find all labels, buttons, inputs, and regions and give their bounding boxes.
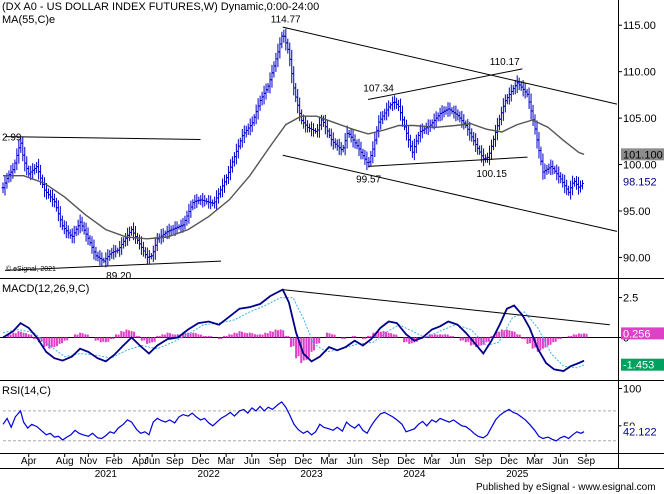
time-tick-label: Apr: [132, 456, 148, 467]
time-tick-label: Dec: [294, 456, 312, 467]
price-tick-label: 100.00: [623, 160, 657, 172]
rsi-value-label: 42.122: [623, 427, 657, 439]
rsi-legend: RSI(14,C): [2, 385, 51, 397]
time-tick-label: Jun: [144, 456, 160, 467]
signal-line: [2, 297, 585, 369]
price-annotation: 107.34: [363, 83, 394, 94]
macd-line: [2, 288, 585, 372]
trendline-2020-high-line: [5, 136, 201, 140]
time-tick-label: Mar: [320, 456, 338, 467]
time-tick-label: Feb: [105, 456, 123, 467]
ma-line: [3, 115, 585, 240]
time-tick-label: Nov: [79, 456, 97, 467]
histogram-value-label: 0.256: [623, 328, 651, 340]
time-tick-label: Sep: [269, 456, 287, 467]
ma-legend: MA(55,C)e: [2, 14, 56, 26]
copyright-notice: © eSignal, 2021: [6, 266, 56, 273]
time-tick-label: Jun: [450, 456, 466, 467]
time-tick-label: Sep: [474, 456, 492, 467]
rsi-tick-label: 100: [623, 383, 641, 395]
time-tick-label: Jun: [552, 456, 568, 467]
price-tick-label: 105.00: [623, 113, 657, 125]
macd-trendline: [282, 289, 610, 326]
price-tick-label: 115.00: [623, 20, 656, 32]
macd-value-label: -1.453: [623, 360, 654, 372]
time-tick-label: Dec: [500, 456, 518, 467]
trendline-2021-low-line: [5, 260, 222, 271]
price-annotation: 100.15: [476, 169, 507, 180]
year-label: 2022: [198, 469, 221, 480]
time-tick-label: Aug: [56, 456, 74, 467]
chart-title: (DX A0 - US DOLLAR INDEX FUTURES,W) Dyna…: [2, 1, 320, 13]
ma-value-label: 101.100: [623, 149, 663, 161]
macd-tick-label: 2.5: [623, 293, 638, 305]
rsi-value-label-bg: [621, 425, 664, 438]
time-tick-label: Mar: [526, 456, 544, 467]
time-tick-label: Jun: [347, 456, 363, 467]
time-tick-label: Dec: [397, 456, 415, 467]
price-tick-label: 110.00: [623, 67, 656, 79]
time-tick-label: Dec: [192, 456, 210, 467]
time-tick-label: Sep: [166, 456, 184, 467]
price-annotation: 2.99: [2, 133, 22, 144]
last-price-label-bg: [621, 175, 664, 188]
year-label: 2025: [506, 469, 529, 480]
time-tick-label: Mar: [218, 456, 236, 467]
price-bars: [1, 28, 584, 268]
publisher-footer: Published by eSignal - www.esignal.com: [476, 481, 662, 494]
year-label: 2021: [95, 469, 118, 480]
price-tick-label: 95.00: [623, 206, 651, 218]
price-annotation: 99.57: [356, 175, 381, 186]
macd-value-label-bg: [621, 358, 664, 371]
rsi-line: [2, 401, 585, 442]
trendline-upper-channel: [282, 26, 618, 105]
time-tick-label: Sep: [372, 456, 390, 467]
macd-legend: MACD(12,26,9,C): [2, 283, 90, 295]
time-tick-label: Apr: [21, 456, 37, 467]
price-annotation: 89.20: [106, 271, 131, 282]
price-tick-label: 90.00: [623, 252, 651, 264]
trendline-rising-lows: [368, 156, 528, 167]
trendline-rising-highs: [367, 68, 523, 101]
histogram-value-label-bg: [621, 327, 664, 340]
year-label: 2024: [403, 469, 426, 480]
price-annotation: 114.77: [271, 14, 301, 25]
price-annotation: 110.17: [490, 57, 520, 68]
ma-value-label-bg: [621, 148, 664, 161]
time-tick-label: Sep: [577, 456, 595, 467]
trendline-lower-channel: [282, 154, 618, 232]
time-tick-label: Jun: [244, 456, 260, 467]
time-tick-label: Mar: [423, 456, 441, 467]
last-price-label: 98.152: [623, 177, 657, 189]
year-label: 2023: [300, 469, 323, 480]
macd-histogram: [7, 329, 588, 364]
